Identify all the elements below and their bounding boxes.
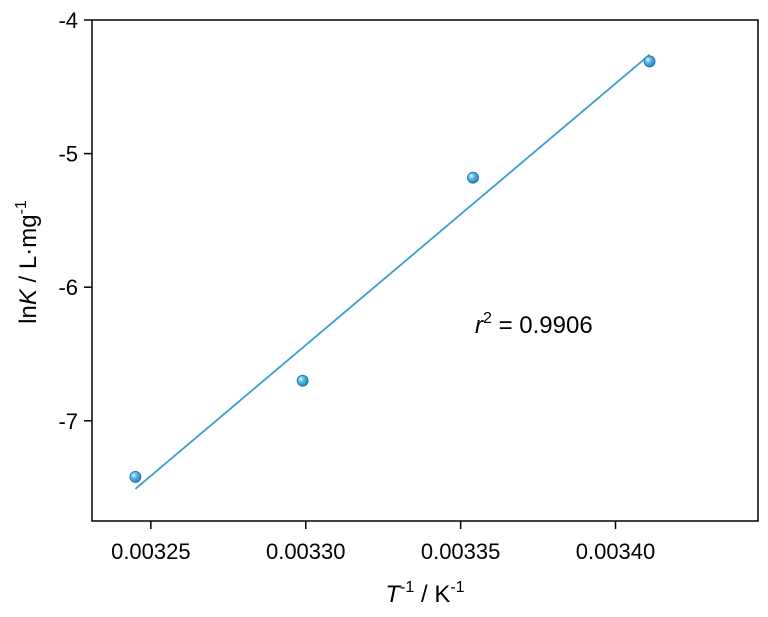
fit-line [134, 54, 651, 490]
data-point [129, 471, 142, 483]
x-axis-label: T-1 / K-1 [385, 579, 464, 608]
data-points-layer [129, 55, 656, 483]
y-tick-label: -5 [58, 142, 78, 167]
x-tick-label: 0.00335 [421, 539, 501, 564]
data-point [296, 374, 309, 387]
y-ticks-layer: -4 -5 -6 -7 [58, 8, 92, 434]
x-tick-label: 0.00340 [576, 539, 656, 564]
x-tick-label: 0.00330 [266, 539, 346, 564]
y-tick-label: -4 [58, 8, 78, 33]
r-squared-annotation: r2 = 0.9906 [475, 310, 593, 339]
y-axis-label: lnK / L·mg-1 [13, 200, 42, 324]
fit-line-layer [134, 54, 651, 490]
x-tick-label: 0.00325 [111, 539, 191, 564]
x-ticks-layer: 0.00325 0.00330 0.00335 0.00340 [111, 521, 655, 564]
y-tick-label: -7 [58, 409, 78, 434]
plot-frame [91, 19, 759, 522]
data-point [643, 55, 656, 68]
y-tick-label: -6 [58, 275, 78, 300]
data-point [467, 171, 479, 184]
